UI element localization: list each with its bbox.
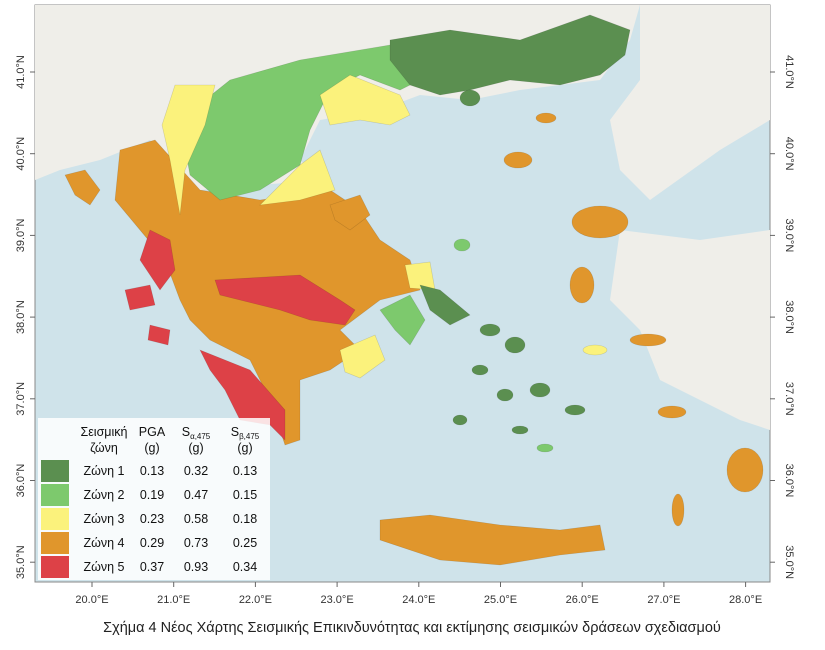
lat-label: 36.0°N xyxy=(783,464,795,498)
lon-label: 21.0°E xyxy=(157,594,190,606)
lat-label: 35.0°N xyxy=(15,545,27,579)
legend-cell: 0.73 xyxy=(184,536,208,550)
zone-polygons xyxy=(64,14,764,566)
lon-label: 26.0°E xyxy=(566,594,599,606)
legend-cell: Ζώνη 2 xyxy=(83,488,124,502)
legend-cell: 0.93 xyxy=(184,560,208,574)
lon-label: 23.0°E xyxy=(321,594,354,606)
lat-label: 38.0°N xyxy=(783,300,795,334)
legend-header: ζώνη xyxy=(90,441,118,455)
lat-label: 38.0°N xyxy=(15,300,27,334)
lat-label: 37.0°N xyxy=(783,382,795,416)
legend-cell: 0.23 xyxy=(140,512,164,526)
legend-cell: 0.47 xyxy=(184,488,208,502)
legend-cell: Ζώνη 1 xyxy=(83,464,124,478)
header-base: S xyxy=(231,425,239,439)
legend-cell: 0.58 xyxy=(184,512,208,526)
legend-box xyxy=(38,418,270,580)
lat-label: 39.0°N xyxy=(783,219,795,253)
legend-header: Sα,475 xyxy=(182,425,211,441)
lat-label: 39.0°N xyxy=(15,218,27,252)
lat-label: 40.0°N xyxy=(15,137,27,171)
lat-label: 35.0°N xyxy=(783,545,795,579)
legend-cell: 0.25 xyxy=(233,536,257,550)
legend-swatch xyxy=(41,556,69,578)
legend-cell: 0.13 xyxy=(140,464,164,478)
legend-header: (g) xyxy=(144,441,159,455)
lon-label: 28.0°E xyxy=(729,594,762,606)
header-sub: α,475 xyxy=(190,432,211,441)
header-base: S xyxy=(182,425,190,439)
legend-header: Sβ,475 xyxy=(231,425,260,441)
legend-cell: 0.18 xyxy=(233,512,257,526)
lon-label: 22.0°E xyxy=(239,594,272,606)
lat-label: 41.0°N xyxy=(15,55,27,89)
lat-label: 37.0°N xyxy=(15,382,27,416)
legend: ΣεισμικήζώνηPGA(g)Sα,475(g)Sβ,475(g)Ζώνη… xyxy=(38,418,270,580)
legend-cell: 0.32 xyxy=(184,464,208,478)
legend-cell: 0.13 xyxy=(233,464,257,478)
legend-header: PGA xyxy=(139,425,166,439)
legend-header: Σεισμική xyxy=(81,425,128,439)
lat-label: 40.0°N xyxy=(783,137,795,171)
legend-header: (g) xyxy=(237,441,252,455)
lon-label: 24.0°E xyxy=(402,594,435,606)
legend-cell: Ζώνη 4 xyxy=(83,536,124,550)
header-sub: β,475 xyxy=(239,432,260,441)
legend-swatch xyxy=(41,532,69,554)
legend-cell: Ζώνη 5 xyxy=(83,560,124,574)
legend-cell: Ζώνη 3 xyxy=(83,512,124,526)
legend-swatch xyxy=(41,460,69,482)
legend-swatch xyxy=(41,484,69,506)
legend-header: (g) xyxy=(188,441,203,455)
lat-label: 41.0°N xyxy=(783,55,795,89)
legend-cell: 0.34 xyxy=(233,560,257,574)
legend-swatch xyxy=(41,508,69,530)
legend-cell: 0.19 xyxy=(140,488,164,502)
legend-cell: 0.37 xyxy=(140,560,164,574)
legend-cell: 0.15 xyxy=(233,488,257,502)
caption: Σχήμα 4 Νέος Χάρτης Σεισμικής Επικινδυνό… xyxy=(103,620,721,636)
legend-cell: 0.29 xyxy=(140,536,164,550)
lat-label: 36.0°N xyxy=(15,464,27,498)
lon-label: 20.0°E xyxy=(75,594,108,606)
lon-label: 27.0°E xyxy=(647,594,680,606)
lon-label: 25.0°E xyxy=(484,594,517,606)
